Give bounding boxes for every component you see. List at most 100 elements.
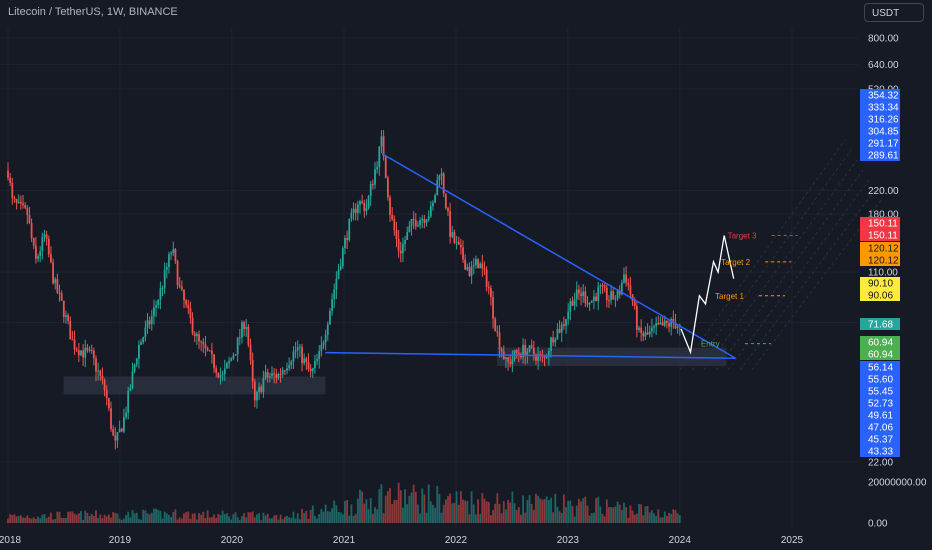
volume-bar bbox=[397, 482, 400, 523]
currency-selector[interactable]: USDT bbox=[864, 3, 924, 22]
candle-body bbox=[185, 300, 188, 305]
price-label: 45.37 bbox=[868, 435, 893, 446]
y-tick-label: 800.00 bbox=[868, 34, 899, 45]
candle-body bbox=[290, 361, 293, 366]
volume-bar bbox=[479, 514, 482, 523]
candle-body bbox=[307, 362, 310, 369]
channel-line bbox=[703, 159, 858, 371]
annotation-label: Target 2 bbox=[721, 258, 750, 267]
annotation-label: Target 1 bbox=[715, 292, 744, 301]
candle-body bbox=[543, 356, 546, 358]
volume-bar bbox=[305, 510, 308, 523]
volume-bar bbox=[573, 516, 576, 523]
volume-bar bbox=[466, 501, 469, 523]
volume-bar bbox=[19, 515, 22, 523]
candle-body bbox=[582, 291, 585, 297]
volume-bar bbox=[116, 513, 119, 523]
volume-bar bbox=[326, 511, 329, 523]
candle-body bbox=[382, 136, 385, 157]
price-label: 56.14 bbox=[868, 363, 893, 374]
projection-path[interactable] bbox=[680, 235, 735, 355]
volume-bar bbox=[350, 504, 353, 523]
candle-body bbox=[298, 346, 301, 348]
volume-bar bbox=[202, 511, 205, 523]
candle-body bbox=[204, 344, 207, 348]
candle-body bbox=[367, 195, 370, 209]
candle-body bbox=[243, 322, 245, 329]
candle-body bbox=[558, 329, 561, 333]
volume-bar bbox=[455, 491, 458, 523]
volume-bar bbox=[43, 514, 46, 523]
candle-body bbox=[399, 250, 402, 254]
candle-body bbox=[60, 292, 63, 301]
candle-body bbox=[127, 390, 130, 413]
annotation-label: Target 3 bbox=[728, 232, 757, 241]
candle-body bbox=[22, 203, 24, 206]
volume-bar bbox=[97, 518, 100, 523]
candle-body bbox=[264, 372, 267, 379]
volume-bar bbox=[153, 508, 155, 523]
trendline[interactable] bbox=[325, 351, 736, 360]
volume-bar bbox=[101, 518, 104, 523]
candle-body bbox=[163, 269, 166, 288]
volume-bar bbox=[623, 502, 625, 523]
volume-bar bbox=[118, 518, 121, 523]
candle-body bbox=[459, 244, 462, 248]
volume-bar bbox=[155, 508, 157, 523]
candle-body bbox=[86, 347, 89, 351]
candle-body bbox=[52, 262, 54, 284]
candle-body bbox=[554, 339, 557, 343]
volume-bar bbox=[541, 499, 544, 523]
candle-body bbox=[37, 256, 39, 259]
candle-body bbox=[112, 429, 115, 436]
volume-bar bbox=[678, 515, 681, 523]
price-label-box bbox=[860, 445, 900, 457]
volume-bar bbox=[670, 513, 673, 523]
candle-body bbox=[339, 266, 342, 270]
volume-bar bbox=[481, 493, 484, 523]
candle-body bbox=[221, 374, 224, 376]
candle-body bbox=[539, 354, 542, 356]
candle-body bbox=[116, 432, 119, 441]
candle-body bbox=[509, 361, 512, 365]
volume-bar bbox=[625, 507, 628, 523]
volume-bar bbox=[608, 507, 610, 523]
candle-body bbox=[378, 146, 381, 167]
candle-body bbox=[326, 324, 329, 335]
candle-body bbox=[386, 177, 389, 198]
volume-bar bbox=[601, 513, 604, 523]
candle-body bbox=[498, 332, 501, 349]
candle-body bbox=[266, 372, 269, 378]
candle-body bbox=[107, 397, 110, 409]
candle-body bbox=[655, 323, 658, 327]
volume-bar bbox=[301, 508, 303, 523]
candle-body bbox=[335, 278, 338, 290]
volume-bar bbox=[234, 512, 237, 523]
candle-body bbox=[281, 370, 284, 375]
candle-body bbox=[88, 349, 91, 351]
candle-body bbox=[530, 345, 533, 348]
candle-body bbox=[183, 289, 185, 301]
volume-bar bbox=[341, 514, 344, 523]
volume-bar bbox=[571, 506, 574, 523]
volume-bar bbox=[264, 515, 267, 523]
volume-bar bbox=[35, 518, 37, 523]
candle-body bbox=[161, 287, 164, 289]
candle-body bbox=[526, 351, 529, 356]
volume-bar bbox=[389, 488, 391, 523]
volume-bar bbox=[69, 511, 72, 523]
volume-bar bbox=[277, 519, 280, 523]
candle-body bbox=[309, 368, 312, 372]
candle-body bbox=[19, 201, 22, 204]
trendline[interactable] bbox=[381, 153, 736, 359]
candle-body bbox=[545, 357, 548, 359]
volume-bar bbox=[28, 517, 31, 523]
volume-bar bbox=[170, 517, 173, 523]
candle-body bbox=[331, 299, 333, 311]
volume-bar bbox=[80, 511, 82, 523]
volume-bar bbox=[646, 505, 649, 523]
candle-body bbox=[354, 208, 357, 214]
candle-body bbox=[256, 392, 258, 401]
